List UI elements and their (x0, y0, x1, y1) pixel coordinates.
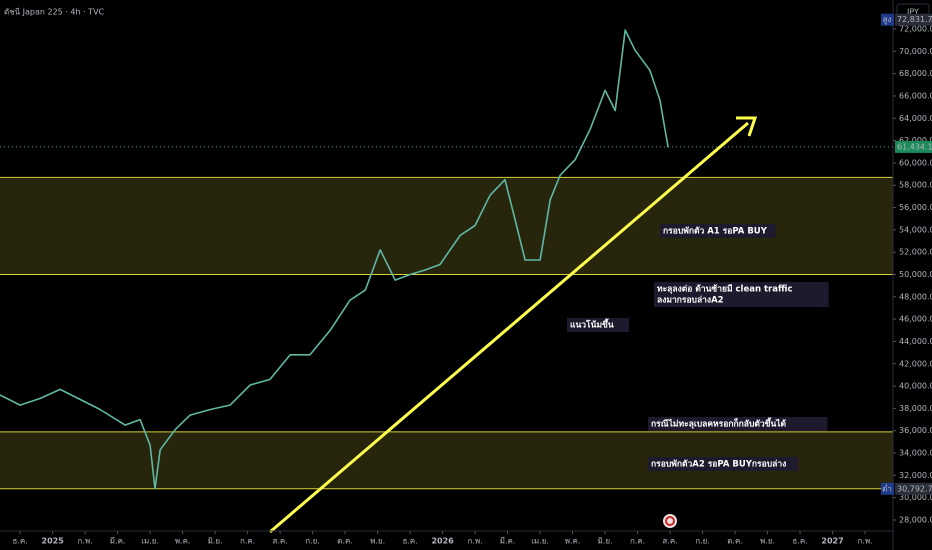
annotation-box (648, 457, 799, 471)
y-tick-label: 72,000.00 (899, 25, 932, 34)
x-tick-label: มิ.ย. (598, 537, 613, 546)
low-prefix: ต่ำ (882, 482, 892, 493)
x-tick-label: พ.ย. (760, 537, 775, 546)
y-tick-label: 52,000.00 (899, 248, 932, 257)
annotation-box (660, 224, 776, 238)
x-tick-label: ก.พ. (78, 537, 93, 546)
chart-title: ดัชนี Japan 225 · 4h · TVC (4, 8, 105, 17)
x-tick-label: เม.ย. (141, 537, 159, 546)
x-tick-label: ก.พ. (857, 537, 872, 546)
x-tick-label: ธ.ค. (12, 537, 27, 546)
x-tick-label: ก.ย. (305, 537, 320, 546)
annotation: กรอบพักตัว A1 รอPA BUY (663, 226, 768, 237)
y-tick-label: 30,000.00 (899, 493, 932, 502)
annotation-box (648, 417, 828, 431)
annotation: ลงมากรอบล่างA2 (657, 295, 724, 306)
x-tick-label: ก.พ. (467, 537, 482, 546)
y-tick-label: 62,000.00 (899, 136, 932, 145)
y-tick-label: 68,000.00 (899, 69, 932, 78)
y-tick-label: 48,000.00 (899, 292, 932, 301)
annotation-box (654, 282, 829, 307)
annotation: แนวโน้มขึ้น (570, 318, 614, 331)
event-icon-ring (665, 516, 675, 526)
y-tick-label: 36,000.00 (899, 426, 932, 435)
y-tick-label: 58,000.00 (899, 181, 932, 190)
low-prefix-box (881, 482, 894, 495)
y-tick-label: 56,000.00 (899, 203, 932, 212)
x-tick-label: 2026 (431, 537, 454, 546)
annotation-box (567, 318, 629, 332)
y-tick-label: 44,000.00 (899, 337, 932, 346)
annotation: กรณีไม่ทะลุเบลคหรอกก็กลับตัวขึ้นได้ (651, 417, 787, 430)
y-tick-label: 60,000.00 (899, 158, 932, 167)
price-tags: 61,434.14 72,831.75 สูง 30,792.74 ต่ำ (881, 13, 932, 495)
last-price-label: 61,434.14 (897, 142, 932, 151)
x-tick-label: ส.ค. (662, 537, 677, 546)
annotations: กรอบพักตัว A1 รอPA BUY ทะลุลงต่อ ด้านซ้าย… (567, 224, 829, 471)
x-tick-label: ต.ค. (337, 537, 353, 546)
x-tick-label: พ.ค. (175, 537, 191, 546)
y-tick-label: 40,000.00 (899, 382, 932, 391)
high-prefix-box (881, 13, 894, 26)
x-tick-label: พ.ค. (565, 537, 581, 546)
axes: 28,000.00 30,000.00 32,000.00 34,000.00 36,0… (12, 25, 932, 546)
high-tag (895, 13, 932, 26)
price-line (0, 29, 669, 490)
x-tick-label: ก.ค. (630, 537, 645, 546)
annotation: ทะลุลงต่อ ด้านซ้ายมี clean traffic (657, 284, 792, 295)
low-label: 30,792.74 (897, 484, 932, 493)
plot (0, 29, 893, 490)
x-tick-label: ต.ค. (727, 537, 743, 546)
currency: JPY (906, 8, 919, 17)
y-tick-label: 66,000.00 (899, 91, 932, 100)
y-tick-label: 32,000.00 (899, 471, 932, 480)
y-tick-label: 46,000.00 (899, 315, 932, 324)
y-tick-label: 28,000.00 (899, 515, 932, 524)
y-tick-label: 38,000.00 (899, 404, 932, 413)
high-label: 72,831.75 (897, 15, 932, 24)
x-tick-label: ก.ค. (240, 537, 255, 546)
y-tick-label: 54,000.00 (899, 225, 932, 234)
x-tick-label: 2025 (42, 537, 65, 546)
y-tick-label: 64,000.00 (899, 114, 932, 123)
trend-arrow (269, 121, 749, 534)
y-tick-label: 70,000.00 (899, 47, 932, 56)
x-tick-label: ก.ย. (695, 537, 710, 546)
x-tick-label: ธ.ค. (402, 537, 417, 546)
x-tick-label: พ.ย. (370, 537, 385, 546)
x-tick-label: เม.ย. (531, 537, 549, 546)
x-tick-label: ธ.ค. (792, 537, 807, 546)
annotation: กรอบพักตัวA2 รอPA BUYกรอบล่าง (651, 459, 786, 470)
arrow-head (736, 116, 758, 137)
high-prefix: สูง (883, 15, 892, 25)
x-tick-label: มี.ค. (500, 537, 516, 546)
y-tick-label: 42,000.00 (899, 359, 932, 368)
x-tick-label: 2027 (821, 537, 843, 546)
price-axis (893, 0, 932, 550)
y-tick-label: 34,000.00 (899, 449, 932, 458)
x-tick-label: ส.ค. (272, 537, 287, 546)
last-price-tag (895, 140, 932, 153)
x-tick-label: มิ.ย. (208, 537, 223, 546)
y-tick-label: 50,000.00 (899, 270, 932, 279)
low-tag (895, 482, 932, 495)
x-tick-label: มี.ค. (110, 537, 126, 546)
